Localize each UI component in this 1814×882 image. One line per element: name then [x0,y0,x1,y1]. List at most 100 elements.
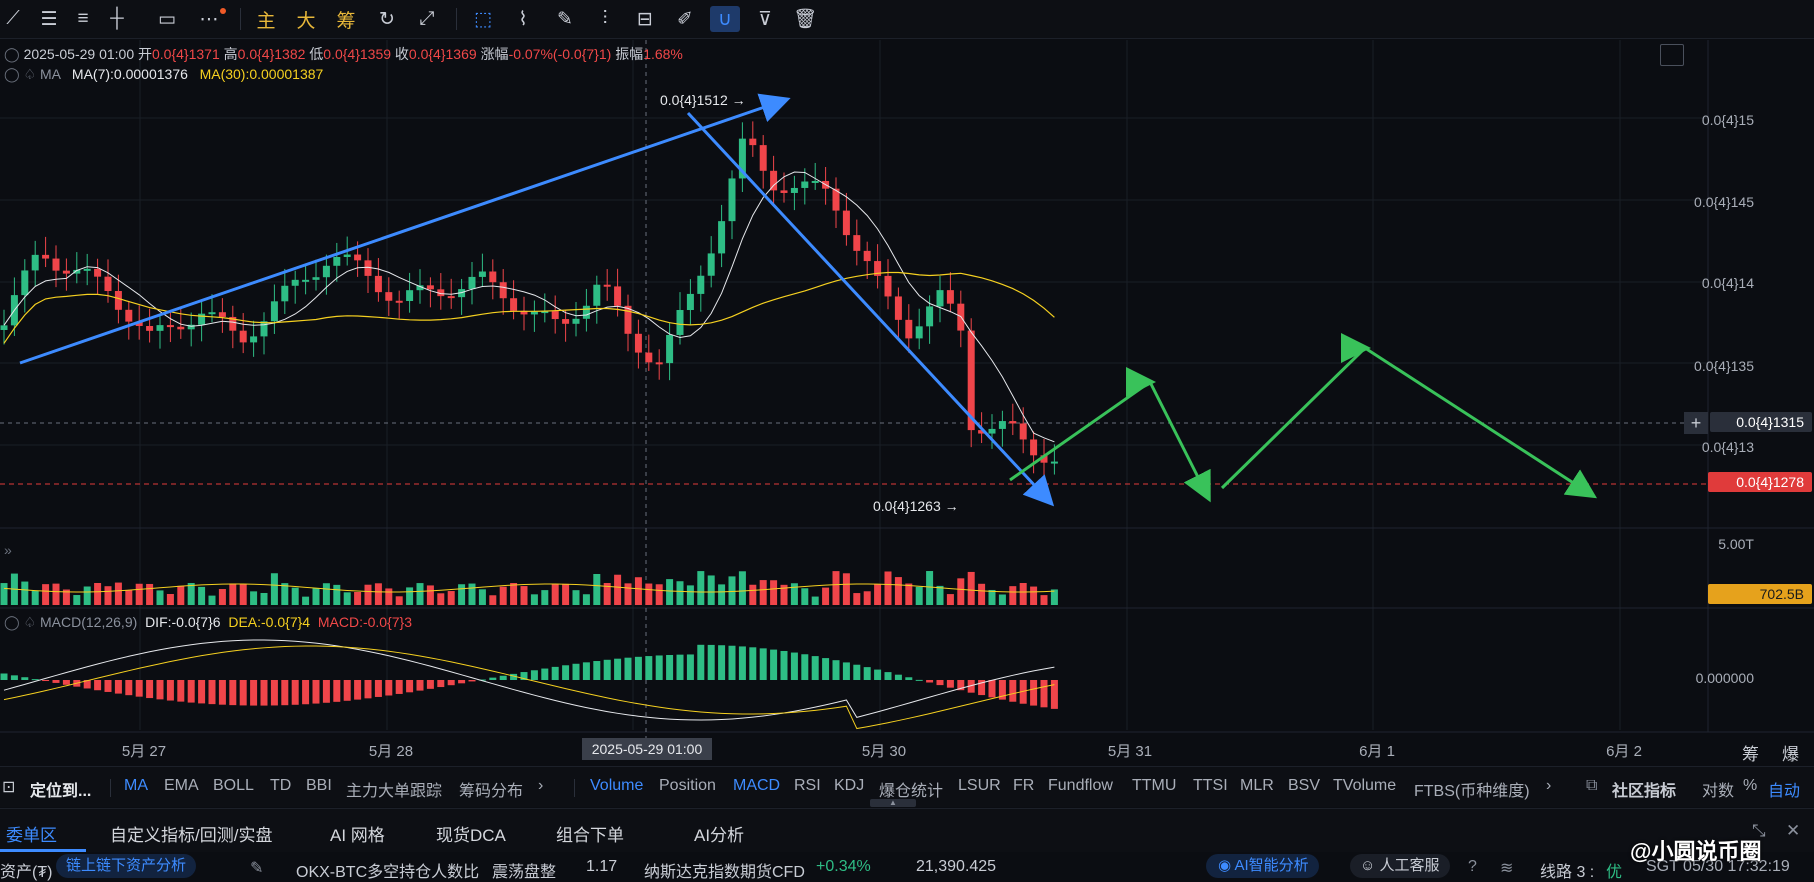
customer-service-button[interactable]: ☺ 人工客服 [1350,854,1450,878]
candle-body [260,321,268,337]
main-ind-chips[interactable]: 筹码分布 [459,783,524,800]
main-ind-bbi[interactable]: BBI [306,777,332,794]
collapse-icon[interactable]: ◯ [4,66,20,82]
magnet-icon[interactable]: ∪ [710,6,740,32]
help-icon[interactable]: ? [1468,858,1477,875]
macd-bar [364,680,372,699]
tab-combo-order[interactable]: 组合下单 [556,826,624,845]
big-order-chip[interactable]: 大 [296,10,316,32]
collapse-icon[interactable]: ◯ [4,614,20,630]
macd-bar [582,662,590,680]
tab-custom-indicators[interactable]: 自定义指标/回测/实盘 [110,826,273,845]
sub-ind-volume[interactable]: Volume [590,777,644,794]
locate-icon[interactable]: ⊡ [2,779,16,796]
volume-bar [406,587,414,605]
ticker1-name[interactable]: OKX-BTC多空持仓人数比 [296,864,480,881]
fullscreen-icon[interactable] [1660,44,1684,66]
parallel-lines-icon[interactable]: ≡ [77,8,89,29]
chain-analysis-button[interactable]: 链上链下资产分析 [56,854,197,878]
filter-icon[interactable]: ⊽ [758,8,772,30]
main-force-chip[interactable]: 主 [256,10,276,32]
tab-orders[interactable]: 委单区 [6,826,57,845]
route-label[interactable]: 线路 3 : [1540,864,1595,881]
percent-scale-toggle[interactable]: % [1743,777,1758,794]
sub-ind-position[interactable]: Position [659,777,716,794]
candle-body [281,285,289,302]
sub-ind-tvolume[interactable]: TVolume [1333,777,1397,794]
tab-ai-analysis[interactable]: AI分析 [694,826,745,845]
liquidation-corner-button[interactable]: 爆 [1782,745,1799,764]
auto-scale-toggle[interactable]: 自动 [1768,783,1801,800]
panel-resize-handle[interactable]: ▲ [870,799,916,807]
lock-icon[interactable]: ⊟ [637,8,653,30]
chip-corner-button[interactable]: 筹 [1742,745,1759,764]
sub-ind-bsv[interactable]: BSV [1288,777,1321,794]
bell-icon[interactable]: ♤ [23,66,37,82]
edit-icon[interactable]: ✐ [677,8,693,30]
horizontal-lines-icon[interactable]: ☰ [40,8,58,30]
community-icon[interactable]: ⧉ [1586,777,1598,794]
ai-analysis-button[interactable]: ◉ AI智能分析 [1206,854,1319,878]
community-indicators-button[interactable]: 社区指标 [1612,783,1677,800]
sub-ind-kdj[interactable]: KDJ [834,777,865,794]
collapse-panel-icon[interactable]: ⤡ [1752,821,1766,840]
bell-icon[interactable]: ♤ [23,614,37,630]
close-panel-icon[interactable]: ✕ [1786,821,1801,840]
chevron-right-icon[interactable]: › [538,777,544,794]
main-ind-boll[interactable]: BOLL [213,777,254,794]
rectangle-icon[interactable]: ▭ [158,8,176,30]
sub-ind-mlr[interactable]: MLR [1240,777,1274,794]
more-icon[interactable]: ⋯ [199,8,219,30]
sub-ind-ttmu[interactable]: TTMU [1132,777,1177,794]
kline-chart[interactable] [0,40,1814,766]
line-tool-icon[interactable]: ⟋ [6,8,20,29]
tab-spot-dca[interactable]: 现货DCA [436,826,506,845]
sub-ind-ttsi[interactable]: TTSI [1193,777,1228,794]
candle-body [915,326,923,339]
sub-ind-ftbs[interactable]: FTBS(币种维度) [1414,783,1530,800]
main-ind-td[interactable]: TD [270,777,292,794]
sub-ind-rsi[interactable]: RSI [794,777,821,794]
candle-body [562,319,570,324]
macd-bar [312,680,320,704]
chip-distribution-chip[interactable]: 筹 [336,10,356,32]
chevron-right-icon[interactable]: › [1546,777,1552,794]
volume-collapse-icon[interactable]: » [4,542,12,558]
replay-icon[interactable]: ↻ [379,8,395,30]
trash-icon[interactable]: 🗑 [792,9,818,30]
measure-tool-icon[interactable]: ⤢ [419,8,435,29]
macd-bar [354,680,362,700]
add-alert-icon[interactable]: + [1684,412,1708,434]
sub-ind-liquidation[interactable]: 爆仓统计 [879,783,944,800]
pen-icon[interactable]: ✎ [557,8,573,30]
tab-ai-grid[interactable]: AI 网格 [330,826,385,845]
ruler-icon[interactable]: ⌇ [518,8,528,30]
macd-bar [811,656,819,680]
assets-label[interactable]: 资产(₮) [0,864,53,881]
volume-bar [759,580,767,605]
candle-body [94,268,102,277]
pencil-icon[interactable]: ✎ [250,860,264,877]
volume-bar [749,584,757,605]
macd-bar [926,680,934,683]
candle-pattern-icon[interactable]: ⫶ [602,8,608,29]
change-value: -0.07%(-0.0{7}1) [508,46,612,62]
sub-ind-fr[interactable]: FR [1013,777,1035,794]
select-icon[interactable]: ⬚ [474,8,492,30]
main-ind-ma[interactable]: MA [124,777,148,794]
horizontal-ray-icon[interactable]: ┼ [110,8,124,29]
sub-ind-lsur[interactable]: LSUR [958,777,1001,794]
volume-bar [156,590,164,605]
ticker2-name[interactable]: 纳斯达克指数期货CFD [644,864,805,881]
locate-button[interactable]: 定位到... [30,783,92,800]
log-scale-toggle[interactable]: 对数 [1702,783,1735,800]
sub-ind-fundflow[interactable]: Fundflow [1048,777,1113,794]
macd-bar [478,679,486,681]
high-value: 0.0{4}1382 [237,46,306,62]
collapse-icon[interactable]: ◯ [4,46,20,62]
main-ind-bigorder[interactable]: 主力大单跟踪 [346,783,443,800]
main-ind-ema[interactable]: EMA [164,777,199,794]
price-tick: 0.0{4}13 [1701,439,1754,455]
sub-ind-macd[interactable]: MACD [733,777,781,794]
candle-body [603,284,611,287]
